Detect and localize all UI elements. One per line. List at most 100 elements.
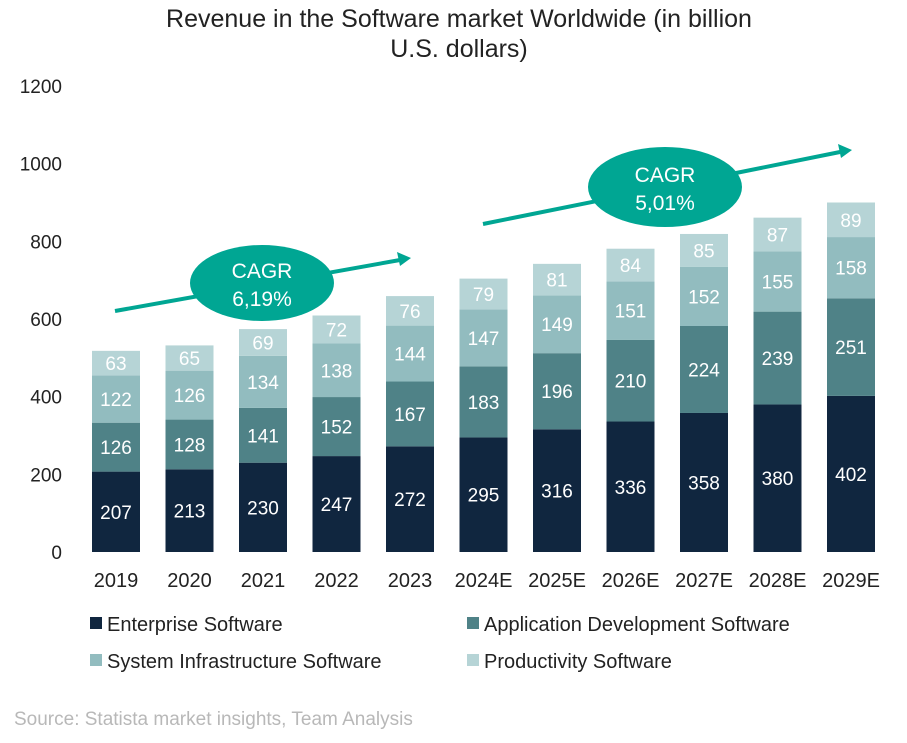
legend-swatch — [467, 617, 479, 629]
cagr-label-2: CAGR — [635, 164, 696, 187]
bar-segment — [386, 325, 434, 382]
bar-segment — [827, 395, 875, 552]
data-label: 69 — [252, 333, 273, 354]
data-label: 138 — [321, 361, 353, 382]
data-label: 247 — [321, 495, 353, 516]
bar-segment — [165, 469, 214, 552]
bar-segment — [606, 248, 655, 282]
bar-segment — [92, 422, 140, 472]
y-tick-label: 200 — [30, 465, 62, 486]
data-label: 358 — [688, 473, 720, 494]
data-label: 87 — [767, 226, 788, 247]
bar-segment — [827, 237, 875, 299]
data-label: 213 — [174, 502, 206, 523]
x-tick-label: 2024E — [455, 570, 513, 592]
y-axis: 0 200 400 600 800 1000 1200 — [20, 77, 62, 564]
bar-segment — [459, 278, 508, 310]
data-label: 336 — [615, 478, 647, 499]
bar-segment — [386, 381, 434, 447]
bar-segment — [92, 350, 140, 376]
data-label: 316 — [541, 482, 573, 503]
bar-segment — [386, 446, 434, 552]
source-note: Source: Statista market insights, Team A… — [14, 709, 413, 730]
bars: 207 126 122 63 213 128 126 65 230 141 134 69 247 152 1… — [92, 202, 875, 552]
legend-swatch — [90, 654, 102, 666]
arrow-head-1 — [397, 252, 411, 266]
x-tick-label: 2023 — [388, 570, 433, 592]
bar-segment — [606, 421, 655, 552]
data-label: 134 — [247, 373, 279, 394]
y-tick-label: 0 — [51, 543, 62, 564]
data-label: 79 — [473, 285, 494, 306]
bar-segment — [680, 325, 728, 413]
chart-title-line-2: U.S. dollars) — [390, 35, 528, 63]
arrow-head-2 — [838, 144, 852, 158]
data-label: 126 — [100, 438, 132, 459]
cagr-bubble-1 — [190, 245, 334, 321]
legend-label: Enterprise Software — [107, 614, 283, 636]
bar-segment — [827, 202, 875, 238]
data-label: 76 — [399, 302, 420, 323]
x-tick-label: 2025E — [528, 570, 586, 592]
data-label: 210 — [615, 372, 647, 393]
legend: Enterprise Software Application Developme… — [90, 614, 790, 673]
x-tick-label: 2027E — [675, 570, 733, 592]
data-label: 144 — [394, 345, 426, 366]
data-label: 158 — [835, 259, 867, 280]
data-label: 207 — [100, 503, 132, 524]
data-label: 155 — [762, 273, 794, 294]
data-label: 380 — [762, 469, 794, 490]
x-tick-label: 2022 — [314, 570, 359, 592]
data-label: 141 — [247, 426, 279, 447]
data-label: 72 — [326, 320, 347, 341]
data-label: 402 — [835, 465, 867, 486]
data-label: 85 — [693, 241, 714, 262]
data-label: 126 — [174, 386, 206, 407]
bar-segment — [165, 419, 214, 470]
x-axis: 2019 2020 2021 2022 2023 2024E 2025E 2026E 2027E… — [94, 570, 880, 592]
data-label: 152 — [688, 287, 720, 308]
bar-segment — [753, 217, 802, 252]
data-label: 152 — [321, 418, 353, 439]
y-tick-label: 1200 — [20, 77, 62, 98]
data-label: 196 — [541, 382, 573, 403]
data-label: 128 — [174, 435, 206, 456]
data-label: 272 — [394, 490, 426, 511]
y-tick-label: 600 — [30, 310, 62, 331]
bar-segment — [753, 311, 802, 405]
bar-segment — [606, 339, 655, 422]
bar-segment — [239, 407, 287, 463]
cagr-bubble-2 — [588, 147, 742, 227]
bar-segment — [533, 429, 581, 552]
bar-segment — [92, 471, 140, 552]
x-tick-label: 2028E — [749, 570, 807, 592]
cagr-value-2: 5,01% — [635, 192, 695, 215]
data-label: 63 — [105, 354, 126, 375]
data-label: 224 — [688, 360, 720, 381]
bar-segment — [312, 456, 361, 552]
x-tick-label: 2029E — [822, 570, 880, 592]
bar-segment — [680, 266, 728, 326]
x-tick-label: 2021 — [241, 570, 286, 592]
bar-segment — [239, 355, 287, 408]
bar-segment — [753, 404, 802, 552]
data-label: 65 — [179, 349, 200, 370]
data-label: 251 — [835, 338, 867, 359]
bar-segment — [680, 412, 728, 552]
cagr-annotation-2: CAGR 5,01% — [482, 144, 852, 227]
data-label: 239 — [762, 349, 794, 370]
data-label: 167 — [394, 405, 426, 426]
bar-segment — [606, 281, 655, 340]
bar-segment — [680, 233, 728, 267]
bar-segment — [165, 370, 214, 420]
bar-segment — [533, 295, 581, 354]
legend-label: Productivity Software — [484, 651, 672, 673]
bar-segment — [92, 375, 140, 423]
bar-segment — [459, 366, 508, 438]
bar-segment — [312, 397, 361, 457]
bar-segment — [239, 462, 287, 552]
y-tick-label: 400 — [30, 388, 62, 409]
cagr-label-1: CAGR — [232, 260, 293, 283]
bar-segment — [827, 298, 875, 396]
